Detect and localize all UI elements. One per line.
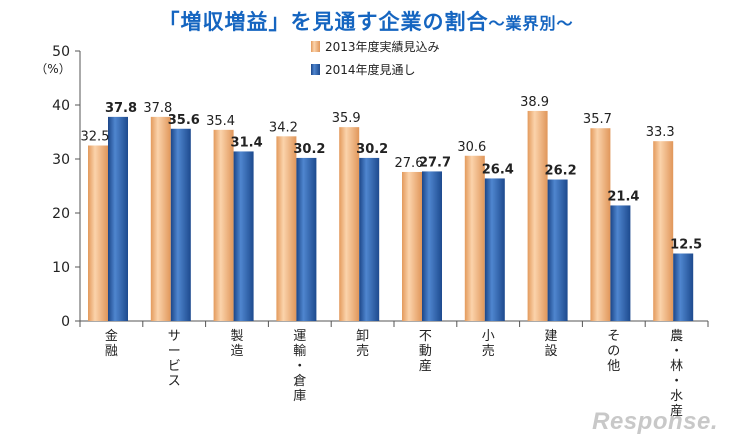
legend-label-2013: 2013年度実績見込み: [325, 39, 440, 54]
y-unit-label: （%）: [35, 62, 70, 76]
bar-2014: [108, 116, 128, 321]
value-label-2013: 33.3: [646, 125, 675, 140]
value-label-2014: 30.2: [293, 142, 325, 157]
value-label-2013: 35.4: [206, 114, 235, 129]
watermark-logo: Response.: [592, 408, 718, 435]
value-label-2013: 32.5: [81, 130, 110, 145]
bar-2014: [547, 179, 568, 321]
value-label-2014: 27.7: [419, 155, 451, 170]
chart-title-main: 「増収増益」を見通す企業の割合: [158, 10, 489, 34]
x-category-label: 建設: [544, 329, 557, 359]
bar-2013: [464, 155, 485, 321]
x-category-label: その他: [607, 329, 620, 374]
value-label-2014: 12.5: [670, 238, 702, 253]
value-label-2013: 27.6: [395, 156, 424, 171]
bar-2013: [339, 127, 360, 321]
legend-swatch-2013: [311, 41, 320, 52]
x-category-label: 卸売: [356, 328, 369, 359]
bar-2013: [402, 171, 422, 321]
bar-2014: [233, 151, 254, 321]
bar-2013: [653, 141, 674, 321]
x-category-label: 不動産: [419, 329, 432, 374]
y-tick-label: 20: [52, 206, 70, 222]
y-tick-label: 50: [52, 44, 70, 60]
chart-title: 「増収増益」を見通す企業の割合～業界別～: [0, 6, 732, 36]
value-label-2014: 26.4: [482, 162, 514, 177]
value-label-2013: 35.9: [332, 111, 361, 126]
x-category-label: サービス: [168, 329, 181, 389]
y-tick-label: 30: [52, 152, 70, 168]
bar-2014: [484, 178, 505, 321]
bar-2014: [610, 205, 631, 321]
x-category-label: 製造: [230, 329, 243, 359]
bar-2013: [527, 110, 548, 321]
bar-2013: [276, 136, 297, 321]
bar-2013: [590, 128, 611, 321]
value-label-2013: 34.2: [269, 120, 298, 135]
value-label-2014: 30.2: [356, 142, 388, 157]
bar-2013: [213, 129, 234, 321]
value-label-2013: 30.6: [457, 140, 486, 155]
value-label-2014: 26.2: [545, 164, 577, 179]
x-category-label: 運輸・倉庫: [293, 329, 306, 404]
bar-2013: [88, 145, 108, 321]
bar-2014: [296, 157, 317, 321]
x-category-label: 金融: [105, 328, 118, 359]
bar-2014: [359, 157, 380, 321]
x-category-label: 農・林・水産: [670, 329, 683, 419]
x-category-label: 小売: [482, 329, 495, 359]
bar-2014: [422, 171, 442, 321]
y-tick-label: 40: [52, 98, 70, 114]
value-label-2013: 37.8: [143, 101, 172, 116]
legend-swatch-2014: [311, 64, 320, 75]
value-label-2013: 35.7: [583, 112, 612, 127]
bar-2013: [150, 116, 171, 321]
y-tick-label: 0: [61, 314, 70, 330]
value-label-2014: 21.4: [607, 189, 639, 204]
value-label-2014: 31.4: [231, 135, 263, 150]
bar-2014: [170, 128, 191, 321]
legend-label-2014: 2014年度見通し: [325, 62, 416, 77]
y-tick-label: 10: [52, 260, 70, 276]
chart-title-sub: ～業界別～: [488, 14, 574, 33]
value-label-2013: 38.9: [520, 95, 549, 110]
bar-2014: [673, 253, 694, 321]
value-label-2014: 35.6: [168, 113, 200, 128]
value-label-2014: 37.8: [105, 101, 137, 116]
